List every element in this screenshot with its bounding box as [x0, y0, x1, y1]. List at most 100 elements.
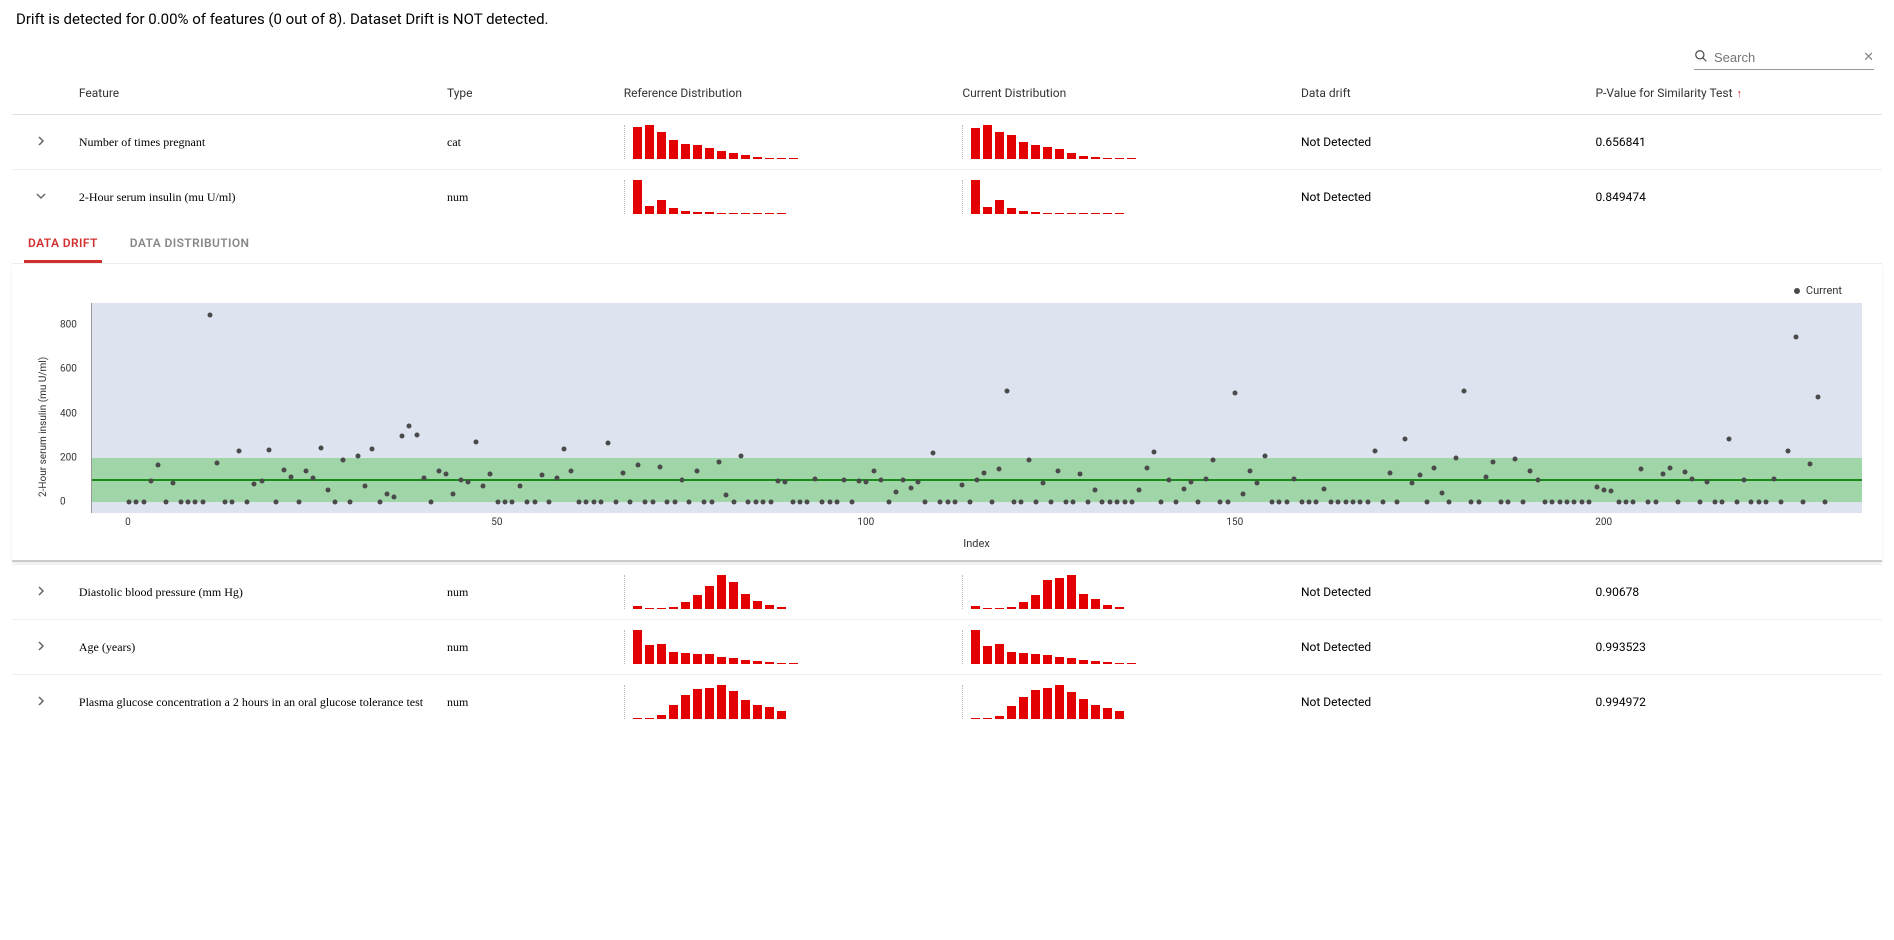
data-point[interactable] — [1240, 491, 1245, 496]
data-point[interactable] — [1542, 499, 1547, 504]
data-point[interactable] — [451, 491, 456, 496]
data-point[interactable] — [1808, 462, 1813, 467]
data-point[interactable] — [1152, 450, 1157, 455]
col-feature[interactable]: Feature — [71, 72, 439, 115]
data-point[interactable] — [1306, 499, 1311, 504]
data-point[interactable] — [318, 445, 323, 450]
data-point[interactable] — [945, 499, 950, 504]
data-point[interactable] — [1801, 499, 1806, 504]
data-point[interactable] — [1336, 499, 1341, 504]
data-point[interactable] — [267, 448, 272, 453]
data-point[interactable] — [384, 492, 389, 497]
data-point[interactable] — [901, 477, 906, 482]
data-point[interactable] — [761, 499, 766, 504]
data-point[interactable] — [1019, 499, 1024, 504]
collapse-icon[interactable] — [35, 190, 47, 205]
data-point[interactable] — [1417, 473, 1422, 478]
data-point[interactable] — [820, 499, 825, 504]
data-point[interactable] — [230, 499, 235, 504]
data-point[interactable] — [1115, 499, 1120, 504]
col-drift[interactable]: Data drift — [1293, 72, 1587, 115]
data-point[interactable] — [1225, 499, 1230, 504]
data-point[interactable] — [1513, 457, 1518, 462]
data-point[interactable] — [591, 499, 596, 504]
data-point[interactable] — [576, 499, 581, 504]
data-point[interactable] — [1447, 499, 1452, 504]
data-point[interactable] — [1321, 487, 1326, 492]
data-point[interactable] — [842, 477, 847, 482]
data-point[interactable] — [1122, 499, 1127, 504]
data-point[interactable] — [458, 477, 463, 482]
data-point[interactable] — [244, 499, 249, 504]
data-point[interactable] — [768, 499, 773, 504]
data-point[interactable] — [554, 475, 559, 480]
data-point[interactable] — [1727, 436, 1732, 441]
data-point[interactable] — [724, 492, 729, 497]
data-point[interactable] — [908, 485, 913, 490]
data-point[interactable] — [672, 499, 677, 504]
data-point[interactable] — [775, 479, 780, 484]
data-point[interactable] — [1520, 499, 1525, 504]
data-point[interactable] — [1255, 481, 1260, 486]
data-point[interactable] — [1402, 436, 1407, 441]
data-point[interactable] — [1034, 499, 1039, 504]
data-point[interactable] — [1675, 499, 1680, 504]
data-point[interactable] — [628, 499, 633, 504]
data-point[interactable] — [399, 433, 404, 438]
data-point[interactable] — [178, 499, 183, 504]
data-point[interactable] — [171, 480, 176, 485]
data-point[interactable] — [849, 499, 854, 504]
data-point[interactable] — [694, 469, 699, 474]
data-point[interactable] — [1454, 455, 1459, 460]
data-point[interactable] — [967, 499, 972, 504]
data-point[interactable] — [834, 499, 839, 504]
data-point[interactable] — [746, 499, 751, 504]
clear-search-icon[interactable]: ✕ — [1863, 50, 1874, 65]
data-point[interactable] — [1011, 499, 1016, 504]
data-point[interactable] — [1491, 459, 1496, 464]
data-point[interactable] — [289, 474, 294, 479]
data-point[interactable] — [532, 499, 537, 504]
col-cur-dist[interactable]: Current Distribution — [954, 72, 1293, 115]
data-point[interactable] — [1056, 469, 1061, 474]
tab-data-distribution[interactable]: DATA DISTRIBUTION — [126, 224, 254, 263]
data-point[interactable] — [1277, 499, 1282, 504]
data-point[interactable] — [1085, 499, 1090, 504]
data-point[interactable] — [407, 424, 412, 429]
data-point[interactable] — [923, 499, 928, 504]
data-point[interactable] — [1646, 499, 1651, 504]
data-point[interactable] — [1380, 499, 1385, 504]
data-point[interactable] — [1660, 472, 1665, 477]
data-point[interactable] — [1638, 466, 1643, 471]
data-point[interactable] — [488, 472, 493, 477]
data-point[interactable] — [141, 499, 146, 504]
data-point[interactable] — [1705, 480, 1710, 485]
data-point[interactable] — [1343, 499, 1348, 504]
data-point[interactable] — [1506, 499, 1511, 504]
data-point[interactable] — [1078, 472, 1083, 477]
data-point[interactable] — [871, 469, 876, 474]
data-point[interactable] — [1284, 499, 1289, 504]
data-point[interactable] — [1719, 499, 1724, 504]
data-point[interactable] — [562, 446, 567, 451]
data-point[interactable] — [1587, 499, 1592, 504]
data-point[interactable] — [930, 451, 935, 456]
data-point[interactable] — [274, 499, 279, 504]
data-point[interactable] — [1683, 470, 1688, 475]
data-point[interactable] — [1181, 487, 1186, 492]
data-point[interactable] — [156, 462, 161, 467]
data-point[interactable] — [1535, 477, 1540, 482]
data-point[interactable] — [1742, 478, 1747, 483]
data-point[interactable] — [798, 499, 803, 504]
data-point[interactable] — [1579, 499, 1584, 504]
data-point[interactable] — [1624, 499, 1629, 504]
data-point[interactable] — [938, 499, 943, 504]
data-point[interactable] — [1439, 490, 1444, 495]
data-point[interactable] — [1373, 448, 1378, 453]
data-point[interactable] — [805, 499, 810, 504]
data-point[interactable] — [333, 499, 338, 504]
data-point[interactable] — [1749, 499, 1754, 504]
data-point[interactable] — [1063, 499, 1068, 504]
data-point[interactable] — [827, 499, 832, 504]
data-point[interactable] — [1793, 335, 1798, 340]
